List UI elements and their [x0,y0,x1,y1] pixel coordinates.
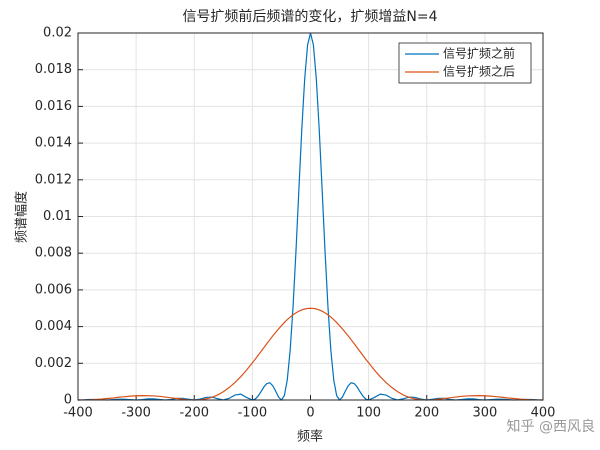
x-tick-label: 0 [306,406,314,421]
y-tick-label: 0 [64,393,72,408]
x-tick-label: 400 [531,406,556,421]
x-tick-label: -400 [63,406,93,421]
x-axis-label: 频率 [297,429,323,445]
watermark: 知乎 @西风良 [507,418,595,435]
y-tick-label: 0.008 [35,246,72,261]
legend-label: 信号扩频之前 [443,46,515,61]
y-tick-label: 0.004 [35,319,72,334]
y-tick-label: 0.02 [43,26,72,41]
chart-title: 信号扩频前后频谱的变化，扩频增益N=4 [182,8,437,25]
y-tick-label: 0.018 [35,62,72,77]
legend-box [398,42,532,84]
y-tick-label: 0.006 [35,282,72,297]
y-tick-label: 0.014 [35,136,72,151]
x-tick-label: 300 [472,406,497,421]
plot-frame [77,32,544,401]
x-tick-label: -100 [238,406,268,421]
series-line [77,307,544,401]
y-tick-label: 0.002 [35,356,72,371]
x-tick-label: -300 [121,406,151,421]
y-tick-label: 0.012 [35,172,72,187]
x-tick-label: -200 [179,406,209,421]
x-tick-label: 200 [414,406,439,421]
y-axis-label: 频谱幅度 [14,191,30,243]
y-tick-label: 0.01 [43,209,72,224]
legend-label: 信号扩频之后 [443,65,515,79]
x-tick-label: 100 [356,406,381,421]
y-tick-label: 0.016 [35,99,72,114]
